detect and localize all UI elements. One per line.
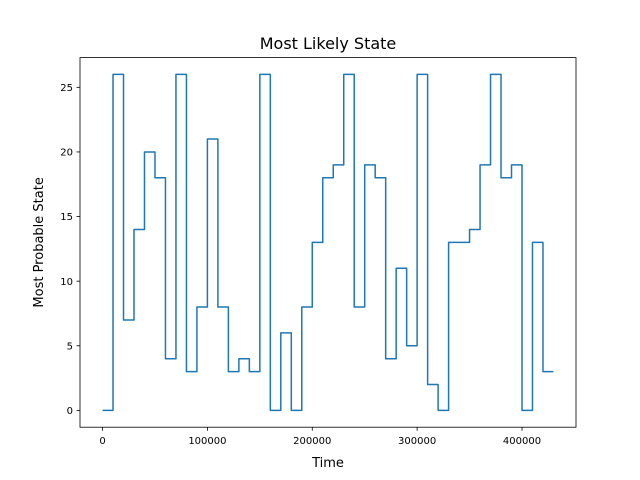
x-tick-label: 200000 (293, 436, 331, 447)
x-tick-label: 0 (99, 436, 105, 447)
axes-frame (79, 57, 577, 428)
y-axis-label: Most Probable State (32, 177, 47, 307)
y-tick-label: 20 (60, 148, 73, 159)
plot-area (102, 73, 554, 412)
y-tick-label: 15 (60, 212, 73, 223)
x-tick-label: 100000 (188, 436, 226, 447)
chart-title: Most Likely State (260, 34, 397, 53)
y-axis-ticks: 0 5 10 15 20 25 (60, 83, 80, 417)
x-tick-label: 300000 (398, 436, 436, 447)
y-tick-label: 0 (67, 406, 73, 417)
y-tick-label: 5 (67, 341, 73, 352)
series-line-0 (102, 73, 554, 412)
x-axis-ticks: 0 100000 200000 300000 400000 (99, 427, 541, 447)
x-axis-label: Time (311, 456, 344, 471)
series-layer (102, 73, 554, 412)
x-tick-label: 400000 (503, 436, 541, 447)
y-tick-label: 25 (60, 83, 73, 94)
y-tick-label: 10 (60, 277, 73, 288)
